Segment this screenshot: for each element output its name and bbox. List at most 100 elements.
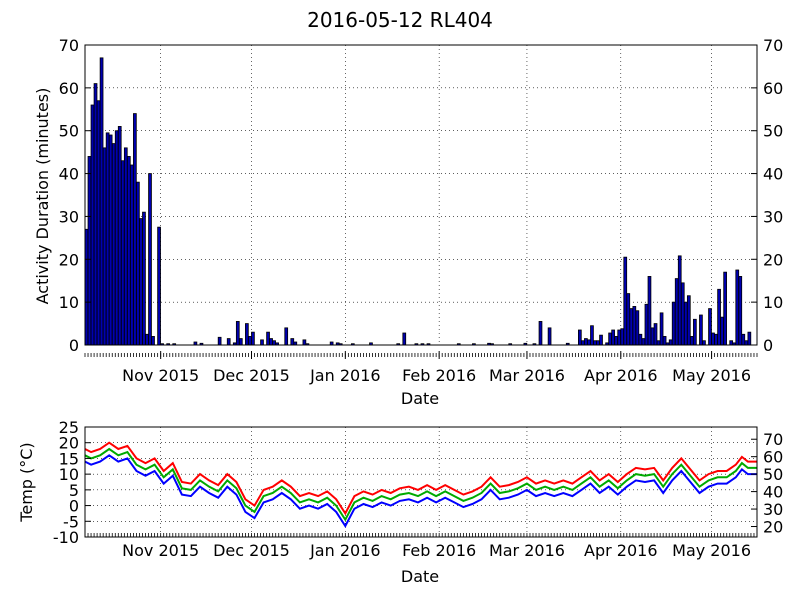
activity-bar <box>638 333 643 346</box>
activity-bar <box>717 288 721 346</box>
activity-x-tick-label: Feb 2016 <box>402 366 476 385</box>
activity-bar <box>629 308 634 346</box>
temperature-series-line <box>84 454 757 528</box>
activity-plot-background <box>85 45 757 345</box>
activity-bar <box>617 329 622 346</box>
activity-bar <box>747 331 752 346</box>
activity-bar <box>644 303 649 346</box>
activity-bar <box>248 336 252 346</box>
activity-bar <box>608 332 612 346</box>
activity-bar <box>142 211 146 346</box>
activity-bar <box>578 329 582 346</box>
activity-y-tick-label-right: 10 <box>763 293 783 312</box>
activity-bar <box>284 327 289 346</box>
temperature-y-tick-label: -10 <box>53 528 79 547</box>
temperature-series-line <box>84 441 757 516</box>
activity-bar <box>111 143 116 346</box>
activity-bar <box>136 181 140 346</box>
activity-bar <box>690 336 694 346</box>
activity-bar <box>720 316 724 346</box>
activity-bar <box>114 130 119 346</box>
activity-y-tick-label: 20 <box>59 250 79 269</box>
activity-bar <box>671 301 676 346</box>
temperature-y-tick-label: 25 <box>59 418 79 437</box>
activity-bar <box>105 132 110 346</box>
temperature-x-tick-label: Jan 2016 <box>309 541 380 560</box>
temperature-y-tick-label: 20 <box>59 434 79 453</box>
activity-plot-frame <box>84 44 758 346</box>
activity-y-tick-label: 10 <box>59 293 79 312</box>
temperature-y-tick-label-right: 60 <box>763 448 783 467</box>
activity-bar <box>702 340 706 346</box>
activity-bar <box>148 173 152 346</box>
activity-bar <box>302 339 307 346</box>
activity-bar <box>547 327 552 346</box>
activity-bar <box>714 333 718 346</box>
activity-bar <box>90 104 95 346</box>
activity-bar <box>151 336 155 346</box>
activity-y-tick-label-right: 70 <box>763 36 783 55</box>
activity-bar <box>96 100 101 346</box>
activity-bar <box>641 338 646 346</box>
activity-x-axis-label: Date <box>401 389 439 408</box>
activity-bar <box>626 293 631 346</box>
activity-bar <box>290 338 295 346</box>
temperature-y-tick-label: -5 <box>63 512 79 531</box>
temperature-x-tick-label: Dec 2015 <box>213 541 290 560</box>
activity-y-tick-label: 50 <box>59 122 79 141</box>
activity-bar <box>741 333 746 346</box>
temperature-unit-degree: ° <box>17 460 36 468</box>
activity-y-tick-label-right: 20 <box>763 250 783 269</box>
activity-y-tick-label-right: 0 <box>763 336 773 355</box>
temperature-y-tick-label: 15 <box>59 449 79 468</box>
activity-bar <box>614 336 619 346</box>
activity-y-tick-label: 0 <box>69 336 79 355</box>
activity-y-tick-label: 60 <box>59 79 79 98</box>
temperature-y-tick-label-right: 70 <box>763 430 783 449</box>
temperature-y-tick-label-right: 20 <box>763 518 783 537</box>
activity-bar <box>123 147 128 346</box>
activity-bar <box>587 339 591 346</box>
activity-y-tick-label-right: 30 <box>763 207 783 226</box>
activity-bar <box>662 336 667 346</box>
activity-bar <box>157 226 161 346</box>
activity-bar <box>99 57 104 346</box>
activity-bar <box>680 282 685 346</box>
activity-bar <box>708 308 712 346</box>
activity-bar <box>659 312 664 346</box>
activity-bar <box>620 328 625 346</box>
activity-bar <box>226 338 231 346</box>
activity-chart: 0 0 10 10 20 20 30 30 40 40 50 50 60 60 70 70 Nov 2015 D… <box>33 36 783 408</box>
activity-bar <box>120 160 125 346</box>
activity-bar <box>686 295 691 346</box>
temperature-x-ticks: Nov 2015 Dec 2015 Jan 2016 Feb 2016 Mar 2016… <box>84 533 758 560</box>
activity-bar <box>269 338 273 346</box>
activity-bar <box>102 147 107 346</box>
activity-bar <box>581 340 585 346</box>
activity-bar <box>130 164 134 346</box>
activity-bar <box>632 306 637 346</box>
activity-y-tick-label-right: 40 <box>763 165 783 184</box>
activity-bar <box>677 255 682 346</box>
activity-bar <box>596 340 600 346</box>
temperature-x-tick-label: May 2016 <box>672 541 751 560</box>
activity-y-tick-label: 40 <box>59 165 79 184</box>
temperature-x-axis-label: Date <box>401 567 439 586</box>
activity-bar <box>260 339 264 346</box>
activity-x-tick-label: May 2016 <box>672 366 751 385</box>
activity-bar <box>599 334 603 346</box>
activity-bar <box>126 156 131 346</box>
activity-x-tick-label: Mar 2016 <box>489 366 565 385</box>
activity-bar <box>729 340 734 346</box>
activity-bar <box>402 332 407 346</box>
activity-bar <box>87 156 92 346</box>
activity-bar <box>593 340 597 346</box>
activity-bar <box>145 333 149 346</box>
activity-bar <box>699 314 703 346</box>
activity-x-tick-label: Apr 2016 <box>584 366 657 385</box>
activity-bar <box>611 329 615 346</box>
activity-bar <box>266 331 270 346</box>
